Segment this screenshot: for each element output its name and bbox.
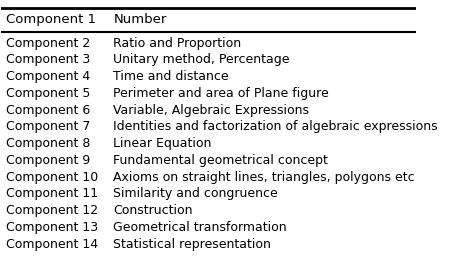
Text: Similarity and congruence: Similarity and congruence bbox=[113, 187, 278, 200]
Text: Number: Number bbox=[113, 13, 167, 26]
Text: Axioms on straight lines, triangles, polygons etc: Axioms on straight lines, triangles, pol… bbox=[113, 171, 415, 184]
Text: Identities and factorization of algebraic expressions: Identities and factorization of algebrai… bbox=[113, 121, 438, 133]
Text: Time and distance: Time and distance bbox=[113, 70, 229, 83]
Text: Geometrical transformation: Geometrical transformation bbox=[113, 221, 287, 234]
Text: Component 12: Component 12 bbox=[6, 204, 98, 217]
Text: Component 4: Component 4 bbox=[6, 70, 90, 83]
Text: Unitary method, Percentage: Unitary method, Percentage bbox=[113, 53, 290, 66]
Text: Component 1: Component 1 bbox=[6, 13, 96, 26]
Text: Component 7: Component 7 bbox=[6, 121, 90, 133]
Text: Component 2: Component 2 bbox=[6, 37, 90, 49]
Text: Construction: Construction bbox=[113, 204, 193, 217]
Text: Component 14: Component 14 bbox=[6, 238, 98, 251]
Text: Component 9: Component 9 bbox=[6, 154, 90, 167]
Text: Fundamental geometrical concept: Fundamental geometrical concept bbox=[113, 154, 328, 167]
Text: Component 10: Component 10 bbox=[6, 171, 98, 184]
Text: Ratio and Proportion: Ratio and Proportion bbox=[113, 37, 241, 49]
Text: Component 8: Component 8 bbox=[6, 137, 90, 150]
Text: Component 5: Component 5 bbox=[6, 87, 90, 100]
Text: Linear Equation: Linear Equation bbox=[113, 137, 212, 150]
Text: Statistical representation: Statistical representation bbox=[113, 238, 271, 251]
Text: Component 6: Component 6 bbox=[6, 104, 90, 117]
Text: Component 3: Component 3 bbox=[6, 53, 90, 66]
Text: Component 13: Component 13 bbox=[6, 221, 98, 234]
Text: Component 11: Component 11 bbox=[6, 187, 98, 200]
Text: Variable, Algebraic Expressions: Variable, Algebraic Expressions bbox=[113, 104, 310, 117]
Text: Perimeter and area of Plane figure: Perimeter and area of Plane figure bbox=[113, 87, 329, 100]
